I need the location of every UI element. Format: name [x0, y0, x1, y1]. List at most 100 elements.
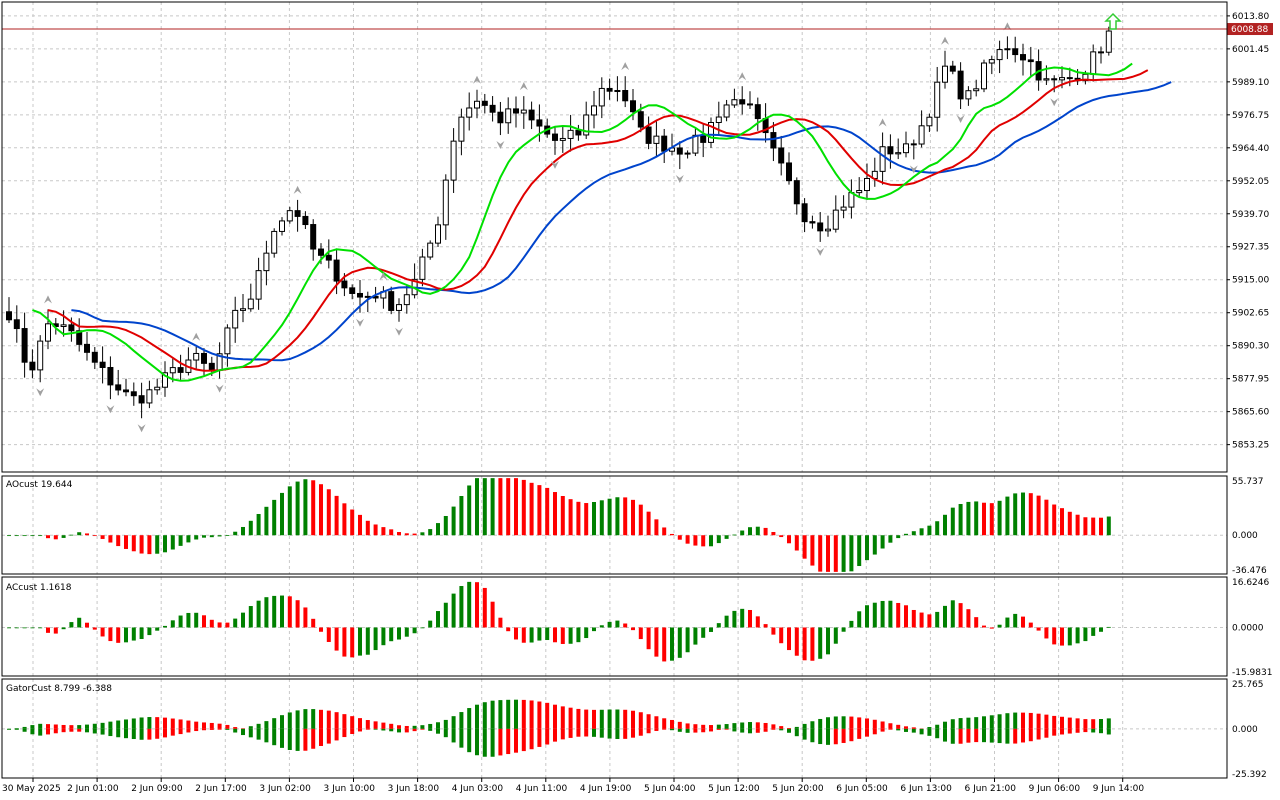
ac-bar — [646, 627, 651, 650]
gator-bar — [592, 709, 596, 729]
ac-bar — [521, 627, 526, 643]
gator-bar — [1028, 712, 1033, 729]
ao-bar — [280, 492, 284, 536]
gator-bar — [670, 719, 674, 729]
gator-bar — [529, 700, 534, 729]
gator-bar — [794, 728, 799, 737]
price-tick-label: 5865.60 — [1232, 408, 1269, 418]
ao-bar — [334, 495, 339, 536]
gator-bar — [1091, 728, 1096, 733]
gator-bar — [69, 725, 74, 729]
ac-bar — [490, 601, 495, 628]
fractal-down-icon — [356, 318, 364, 327]
bull-candle — [653, 135, 660, 144]
gator-bar — [818, 718, 823, 729]
gator-bar — [841, 728, 846, 743]
gator-bar — [116, 728, 121, 738]
bear-candle — [138, 395, 145, 404]
gator-bar — [116, 720, 121, 729]
fractal-down-icon — [1050, 98, 1059, 107]
gator-pane[interactable] — [7, 699, 1111, 757]
gator-bar — [85, 724, 89, 729]
gator-bar — [428, 728, 433, 731]
gator-bar — [787, 728, 791, 729]
ao-bar — [560, 495, 565, 536]
gator-bar — [46, 724, 50, 729]
bull-candle — [146, 389, 153, 404]
gator-bar — [490, 700, 495, 729]
bear-candle — [29, 361, 36, 371]
bear-candle — [201, 352, 207, 364]
gator-bar — [740, 722, 745, 729]
ac-bar — [670, 627, 674, 661]
ao-bar — [451, 506, 456, 536]
gator-bar — [436, 722, 440, 729]
gator-bar — [521, 728, 526, 752]
gator-bar — [303, 709, 308, 729]
bull-candle — [583, 114, 590, 136]
bear-candle — [739, 99, 746, 105]
ac-bar — [927, 614, 932, 628]
time-tick-label: 4 Jun 03:00 — [452, 784, 504, 794]
ac-bar — [170, 620, 175, 628]
gator-bar — [459, 712, 464, 729]
price-pane[interactable]: 6008.88 — [2, 12, 1273, 433]
gator-bar — [303, 728, 308, 751]
gator-bar — [46, 728, 50, 735]
gator-bar — [1099, 719, 1103, 729]
ac-bar — [46, 627, 50, 633]
bear-candle — [1051, 78, 1058, 81]
gator-bar — [724, 724, 729, 729]
ao-bar — [1060, 508, 1064, 536]
gator-bar — [779, 726, 784, 729]
bull-candle — [864, 177, 870, 192]
ac-bar — [1052, 627, 1057, 645]
ac-bar — [857, 611, 862, 628]
gator-bar — [974, 717, 979, 729]
ao-pane[interactable] — [7, 478, 1111, 572]
gator-bar — [30, 728, 35, 735]
ac-bar — [443, 602, 448, 628]
bear-candle — [294, 210, 301, 217]
gator-tick-label: 25.765 — [1232, 680, 1264, 690]
gator-bar — [443, 728, 448, 738]
ac-bar — [794, 627, 799, 656]
ac-bar — [311, 618, 316, 628]
ao-bar — [693, 535, 698, 546]
bull-candle — [723, 104, 730, 118]
bull-candle — [396, 304, 402, 311]
time-tick-label: 30 May 2025 — [2, 784, 61, 794]
gator-bar — [1036, 713, 1041, 729]
time-tick-label: 2 Jun 17:00 — [195, 784, 247, 794]
ao-bar — [342, 503, 347, 536]
bull-candle — [973, 88, 980, 92]
gator-bar — [646, 714, 651, 729]
gator-bar — [997, 714, 1002, 729]
gator-bar — [467, 728, 472, 753]
gator-bar — [381, 728, 386, 731]
bear-candle — [1027, 59, 1034, 63]
gator-bar — [264, 721, 269, 729]
pane-frames — [1, 1, 1228, 779]
gator-bar — [615, 728, 620, 740]
gator-label: GatorCust 8.799 -6.388 — [6, 684, 112, 694]
ao-bar — [896, 535, 901, 539]
bear-candle — [513, 108, 519, 114]
ac-pane[interactable] — [7, 581, 1111, 662]
ac-bar — [631, 627, 635, 631]
ao-bar — [350, 509, 355, 536]
ao-bar — [38, 535, 43, 537]
gator-bar — [927, 727, 932, 729]
ao-label: AOcust 19.644 — [6, 480, 73, 490]
ac-bar — [202, 615, 206, 628]
bull-candle — [1043, 78, 1050, 81]
price-tick-label: 5952.05 — [1232, 177, 1269, 187]
gator-bar — [607, 728, 612, 739]
bear-candle — [107, 366, 114, 386]
ao-bar — [1075, 514, 1080, 536]
bear-candle — [645, 126, 652, 144]
time-tick-label: 3 Jun 10:00 — [324, 784, 376, 794]
bull-candle — [825, 228, 831, 232]
bull-candle — [442, 179, 449, 226]
gator-bar — [841, 716, 846, 729]
